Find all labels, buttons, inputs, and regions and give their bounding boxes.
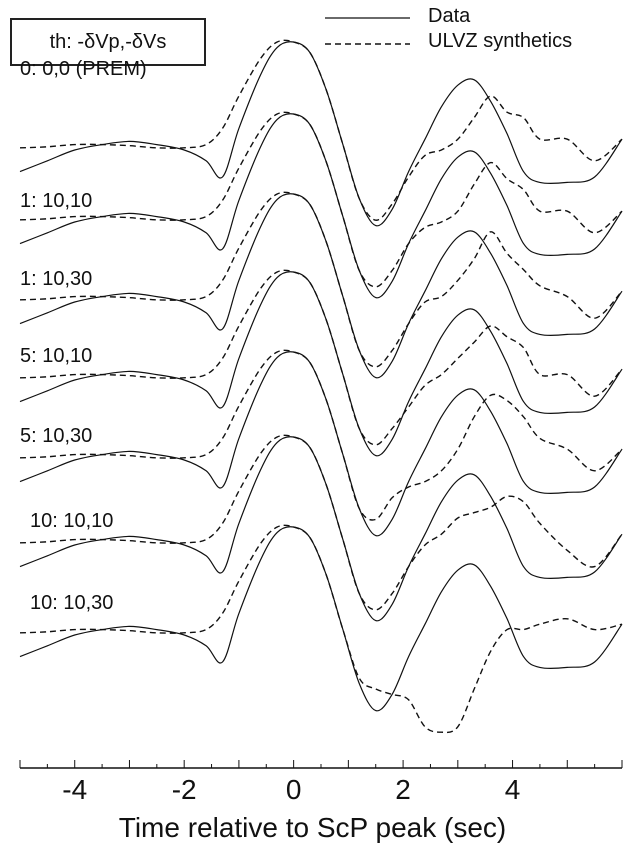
synthetic-trace-6	[19, 524, 623, 734]
synthetic-trace-1	[19, 111, 623, 288]
data-trace-3	[19, 271, 623, 457]
x-axis	[19, 760, 623, 769]
trace-label-3: 5: 10,10	[20, 345, 93, 367]
legend-entry-data: Data	[428, 5, 471, 27]
synthetic-trace-0	[19, 39, 623, 221]
synthetic-trace-4	[19, 349, 623, 521]
synthetic-trace-2	[19, 191, 623, 368]
x-tick-label: 2	[395, 774, 411, 805]
data-trace-1	[19, 113, 623, 299]
data-trace-5	[19, 436, 623, 622]
x-tick-label: -4	[62, 774, 88, 805]
trace-label-6: 10: 10,30	[30, 592, 114, 614]
legend-line-samples	[325, 17, 410, 45]
x-tick-label: -2	[171, 774, 197, 805]
trace-label-2: 1: 10,30	[20, 268, 93, 290]
trace-label-5: 10: 10,10	[30, 510, 114, 532]
x-tick-label: 0	[285, 774, 302, 805]
trace-stack	[19, 39, 623, 734]
legend-entry-ulvz-synthetics: ULVZ synthetics	[428, 30, 573, 52]
thickness-velocity-box-label: th: -δVp,-δVs	[10, 18, 206, 66]
trace-label-1: 1: 10,10	[20, 190, 93, 212]
data-trace-4	[19, 351, 623, 537]
x-tick-label: 4	[504, 774, 521, 805]
data-trace-2	[19, 193, 623, 379]
synthetic-trace-3	[19, 269, 623, 446]
x-axis-label: Time relative to ScP peak (sec)	[118, 812, 507, 843]
trace-label-0: 0: 0,0 (PREM)	[20, 58, 147, 80]
trace-label-4: 5: 10,30	[20, 425, 93, 447]
data-trace-0	[19, 41, 623, 227]
data-trace-6	[19, 526, 623, 712]
